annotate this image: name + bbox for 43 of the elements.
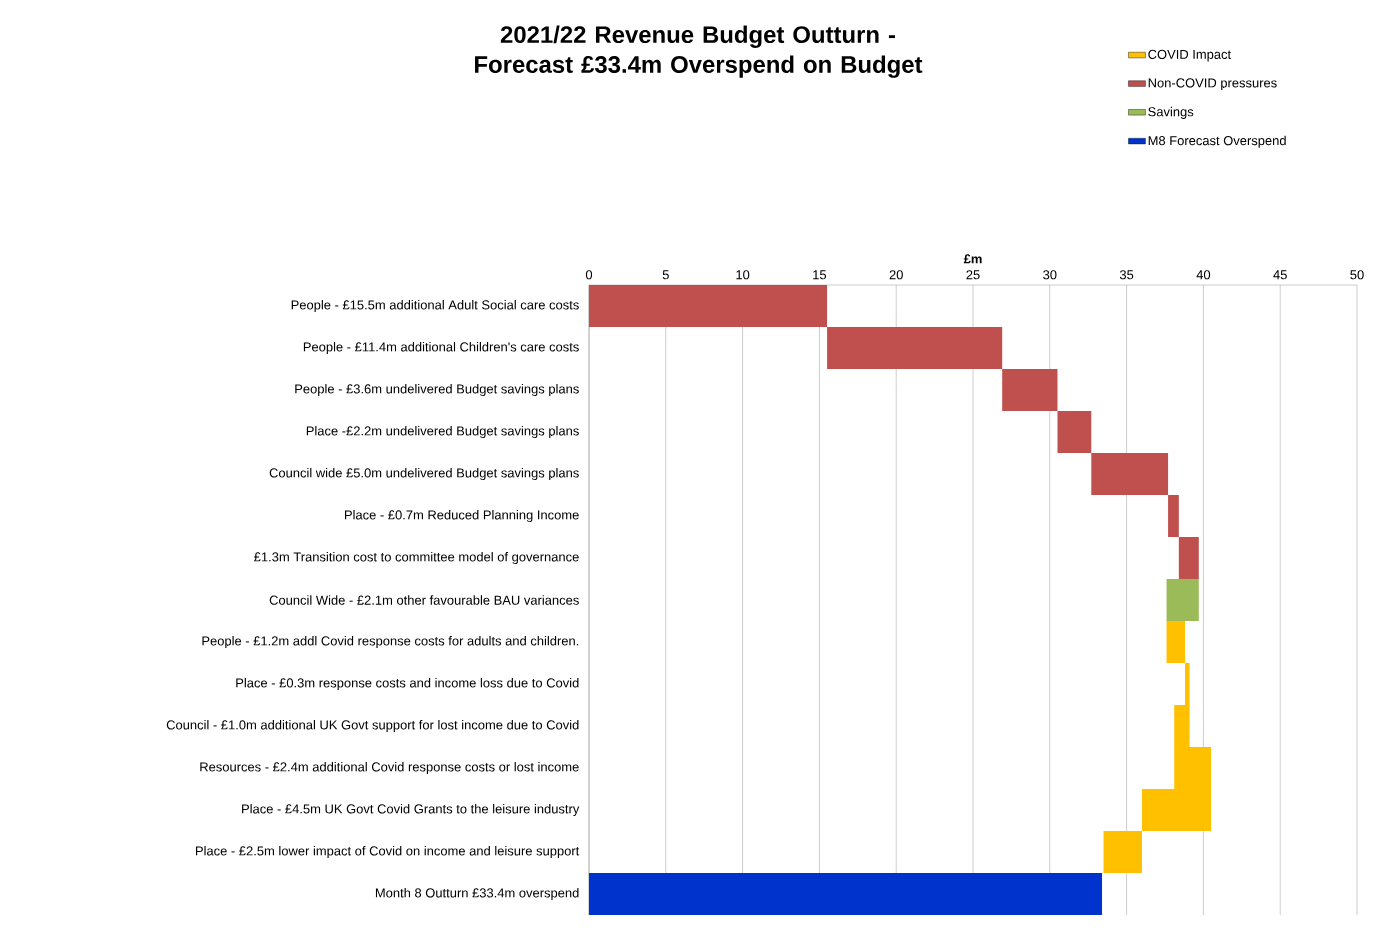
x-tick-label: 5 <box>662 270 669 280</box>
y-tick-label: Place -£2.2m undelivered Budget savings plans <box>306 425 579 439</box>
x-tick-label: 15 <box>813 270 827 280</box>
y-tick-label: Place - £0.3m response costs and income loss due to Covid <box>236 677 579 691</box>
y-tick-label: £1.3m Transition cost to committee model of governance <box>254 551 579 565</box>
y-tick-label: Resources - £2.4m additional Covid response costs or lost income <box>200 761 579 775</box>
x-tick-label: 20 <box>889 270 903 280</box>
legend-label: M8 Forecast Overspend <box>1148 135 1286 148</box>
x-tick-label: 10 <box>736 270 750 280</box>
x-tick-label: 40 <box>1196 270 1211 280</box>
chart-title: 2021/22 Revenue Budget Outturn - Forecast £33.4m Overspend on Budget <box>475 25 923 78</box>
x-tick-label: 50 <box>1350 270 1364 280</box>
bar <box>1103 831 1142 874</box>
x-tick-label: 30 <box>1043 270 1057 280</box>
x-tick-label: 0 <box>585 270 593 280</box>
x-tick-label: 35 <box>1119 270 1134 280</box>
legend-label: COVID Impact <box>1148 49 1232 62</box>
x-axis-title: £m <box>963 254 982 264</box>
y-tick-label: Place - £4.5m UK Govt Covid Grants to the leisure industry <box>242 803 580 817</box>
bar <box>1002 369 1058 412</box>
y-tick-label: Council - £1.0m additional UK Govt support for lost income due to Covid <box>166 719 579 733</box>
bar <box>589 873 1103 916</box>
bar <box>827 327 1003 370</box>
y-tick-label: Month 8 Outturn £33.4m overspend <box>375 887 579 901</box>
legend-label: Non-COVID pressures <box>1148 78 1277 91</box>
bar <box>589 285 828 328</box>
y-tick-label: Council wide £5.0m undelivered Budget savings plans <box>269 467 579 481</box>
y-tick-label: People - £11.4m additional Children's care costs <box>303 341 579 355</box>
y-tick-label: Place - £2.5m lower impact of Covid on income and leisure support <box>196 845 580 859</box>
y-tick-label: People - £1.2m addl Covid response costs for adults and children. <box>202 635 579 649</box>
bar <box>1091 453 1169 496</box>
y-tick-label: Council Wide - £2.1m other favourable BAU variances <box>269 595 579 605</box>
x-tick-label: 25 <box>966 270 980 280</box>
legend-label: Savings <box>1148 106 1194 119</box>
y-tick-label: Place - £0.7m Reduced Planning Income <box>344 509 579 523</box>
bar <box>1166 579 1199 622</box>
bar <box>1168 495 1179 538</box>
y-tick-label: People - £3.6m undelivered Budget savings plans <box>295 383 579 397</box>
y-tick-label: People - £15.5m additional Adult Social care costs <box>291 299 579 313</box>
x-tick-label: 45 <box>1273 270 1287 280</box>
bar <box>1178 537 1199 580</box>
bar <box>1057 411 1092 454</box>
bar <box>1166 621 1185 664</box>
